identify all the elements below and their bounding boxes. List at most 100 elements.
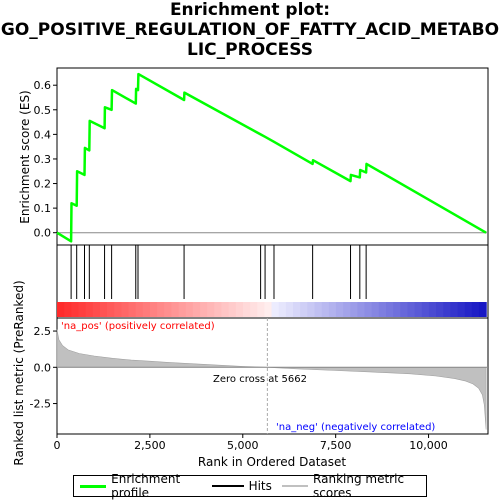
colorbar-segment-41 (350, 302, 358, 317)
chart-title: Enrichment plot: GO_POSITIVE_REGULATION_… (0, 0, 500, 60)
colorbar-segment-1 (64, 302, 72, 317)
colorbar-segment-33 (293, 302, 301, 317)
colorbar-segment-25 (235, 302, 244, 317)
colorbar-segment-54 (443, 302, 451, 317)
colorbar-segment-39 (335, 302, 344, 317)
legend: Enrichment profile Hits Ranking metric s… (73, 472, 427, 500)
colorbar-segment-47 (393, 302, 401, 317)
colorbar-segment-26 (242, 302, 251, 317)
colorbar-segment-50 (414, 302, 423, 317)
colorbar-segment-30 (271, 302, 280, 317)
enrichment-profile-line (56, 72, 487, 243)
colorbar-segment-43 (364, 302, 373, 317)
title-line-3: LIC_PROCESS (187, 40, 313, 60)
colorbar-segment-59 (478, 302, 487, 317)
es-y-tick-label-4: 0.4 (34, 128, 52, 141)
es-panel-frame (56, 67, 489, 246)
colorbar-segment-8 (114, 302, 122, 317)
es-y-tick-label-2: 0.2 (34, 178, 52, 191)
colorbar-segment-31 (278, 302, 287, 317)
rank-y-tick-label-1: 0.0 (34, 361, 52, 374)
colorbar-segment-49 (407, 302, 416, 317)
colorbar-segment-0 (57, 302, 65, 317)
legend-enrichment-swatch (80, 484, 107, 488)
legend-ranking-swatch (281, 485, 309, 487)
es-y-tick-label-3: 0.3 (34, 153, 52, 166)
colorbar-segment-24 (228, 302, 237, 317)
ranking-colorbar (57, 302, 487, 317)
legend-item-ranking: Ranking metric scores (281, 472, 422, 500)
legend-hits-label: Hits (248, 479, 272, 493)
x-axis-label: Rank in Ordered Dataset (198, 455, 346, 469)
colorbar-segment-11 (135, 302, 144, 317)
es-layer (56, 72, 488, 243)
legend-item-enrichment: Enrichment profile (80, 472, 202, 500)
es-y-tick-label-0: 0.0 (34, 227, 52, 240)
colorbar-segment-7 (107, 302, 115, 317)
title-line-1: Enrichment plot: (169, 0, 331, 20)
colorbar-segment-55 (450, 302, 459, 317)
colorbar-segment-48 (400, 302, 409, 317)
colorbar-segment-32 (285, 302, 294, 317)
colorbar-segment-16 (171, 302, 180, 317)
x-tick-label-2: 5,000 (227, 439, 259, 452)
colorbar-segment-23 (221, 302, 230, 317)
colorbar-segment-6 (99, 302, 108, 317)
colorbar-segment-19 (192, 302, 201, 317)
colorbar-segment-29 (264, 302, 273, 317)
colorbar-segment-52 (428, 302, 437, 317)
colorbar-segment-40 (343, 302, 351, 317)
zero-cross-label: Zero cross at 5662 (213, 374, 307, 385)
colorbar-segment-14 (157, 302, 165, 317)
rank-y-tick-label-0: -2.5 (30, 398, 51, 411)
x-tick-label-1: 2,500 (134, 439, 166, 452)
es-y-axis-label: Enrichment score (ES) (18, 90, 32, 223)
colorbar-segment-51 (421, 302, 430, 317)
legend-enrichment-label: Enrichment profile (111, 472, 181, 500)
ranking-y-axis-label: Ranked list metric (PreRanked) (12, 280, 26, 465)
colorbar-segment-28 (257, 302, 266, 317)
colorbar-segment-20 (200, 302, 208, 317)
title-line-2: GO_POSITIVE_REGULATION_OF_FATTY_ACID_MET… (0, 20, 500, 40)
colorbar-segment-3 (78, 302, 87, 317)
es-y-tick-label-1: 0.1 (34, 202, 52, 215)
legend-ranking-label: Ranking metric scores (313, 472, 405, 500)
colorbar-segment-58 (471, 302, 480, 317)
x-tick-label-3: 7,500 (320, 439, 352, 452)
colorbar-segment-10 (128, 302, 137, 317)
colorbar-segment-36 (314, 302, 323, 317)
colorbar-segment-46 (386, 302, 394, 317)
colorbar-segment-5 (92, 302, 101, 317)
colorbar-segment-42 (357, 302, 366, 317)
colorbar-segment-57 (464, 302, 473, 317)
colorbar-segment-12 (142, 302, 151, 317)
es-y-tick-label-5: 0.5 (34, 104, 52, 117)
legend-item-hits: Hits (211, 479, 272, 493)
neg-correlation-label: 'na_neg' (negatively correlated) (276, 422, 435, 433)
colorbar-segment-18 (185, 302, 194, 317)
es-y-tick-label-6: 0.6 (34, 79, 52, 92)
legend-hits-swatch (211, 485, 244, 487)
colorbar-segment-38 (328, 302, 337, 317)
colorbar-segment-2 (71, 302, 80, 317)
rank-layer (56, 318, 488, 434)
ranking-panel-frame (56, 317, 489, 435)
axes-layer: 0.0 0.1 0.2 0.3 0.4 0.5 0.6 -2.5 0.0 2.5 0 2,500 5,0… (30, 79, 448, 452)
colorbar-segment-45 (378, 302, 387, 317)
colorbar-segment-44 (371, 302, 380, 317)
colorbar-segment-37 (321, 302, 330, 317)
colorbar-segment-15 (164, 302, 173, 317)
pos-correlation-label: 'na_pos' (positively correlated) (61, 321, 215, 332)
colorbar-segment-53 (436, 302, 444, 317)
x-tick-label-0: 0 (54, 439, 61, 452)
colorbar-segment-9 (121, 302, 130, 317)
colorbar-segment-13 (149, 302, 158, 317)
colorbar-segment-34 (300, 302, 308, 317)
colorbar-segment-21 (207, 302, 215, 317)
colorbar-segment-35 (307, 302, 316, 317)
colorbar-segment-27 (250, 302, 258, 317)
hits-layer (70, 245, 367, 299)
colorbar-segment-22 (214, 302, 223, 317)
colorbar-segment-4 (85, 302, 94, 317)
